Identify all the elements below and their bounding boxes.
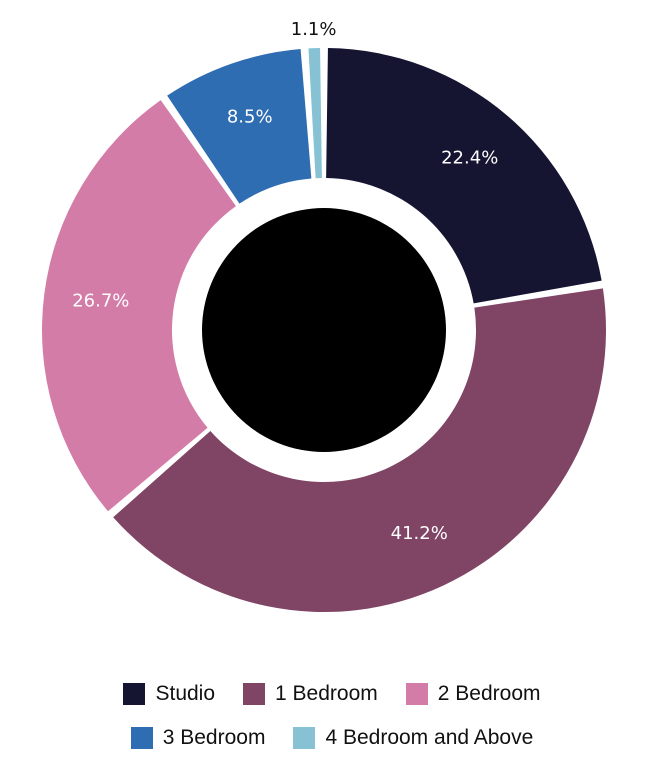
legend-swatch (243, 683, 266, 705)
slice-label-3-bedroom: 8.5% (227, 107, 273, 128)
legend-item-studio: Studio (123, 682, 215, 706)
legend-label: Studio (155, 682, 216, 705)
slice-3-bedroom (167, 48, 312, 204)
legend-row: 3 Bedroom 4 Bedroom and Above (0, 716, 664, 760)
legend-label: 2 Bedroom (437, 682, 541, 705)
slice-2-bedroom (41, 100, 236, 512)
slice-4-bedroom-and-above (308, 48, 322, 179)
legend-item-4-bedroom-and-above: 4 Bedroom and Above (293, 726, 533, 750)
slice-label-studio: 22.4% (441, 148, 498, 169)
slice-studio (326, 48, 602, 304)
legend-label: 4 Bedroom and Above (325, 726, 534, 749)
slice-label-2-bedroom: 26.7% (72, 290, 129, 311)
slice-label-1-bedroom: 41.2% (391, 523, 448, 544)
legend-swatch (293, 727, 316, 749)
slice-label-4-bedroom-and-above: 1.1% (291, 19, 337, 40)
legend-item-3-bedroom: 3 Bedroom (130, 726, 266, 750)
legend: Studio 1 Bedroom 2 Bedroom 3 Bedroom 4 Bedr… (0, 672, 664, 760)
donut-slices (41, 48, 607, 612)
legend-swatch (405, 683, 428, 705)
legend-label: 3 Bedroom (162, 726, 266, 749)
legend-row: Studio 1 Bedroom 2 Bedroom (0, 672, 664, 716)
legend-swatch (130, 727, 153, 749)
donut-chart: 22.4% 41.2% 26.7% 8.5% 1.1% (41, 19, 607, 612)
slice-1-bedroom (113, 288, 607, 612)
donut-center (202, 208, 446, 452)
legend-item-1-bedroom: 1 Bedroom (243, 682, 378, 706)
legend-item-2-bedroom: 2 Bedroom (405, 682, 541, 706)
legend-label: 1 Bedroom (275, 682, 378, 705)
legend-swatch (123, 683, 146, 705)
slice-labels: 22.4% 41.2% 26.7% 8.5% 1.1% (72, 19, 498, 544)
